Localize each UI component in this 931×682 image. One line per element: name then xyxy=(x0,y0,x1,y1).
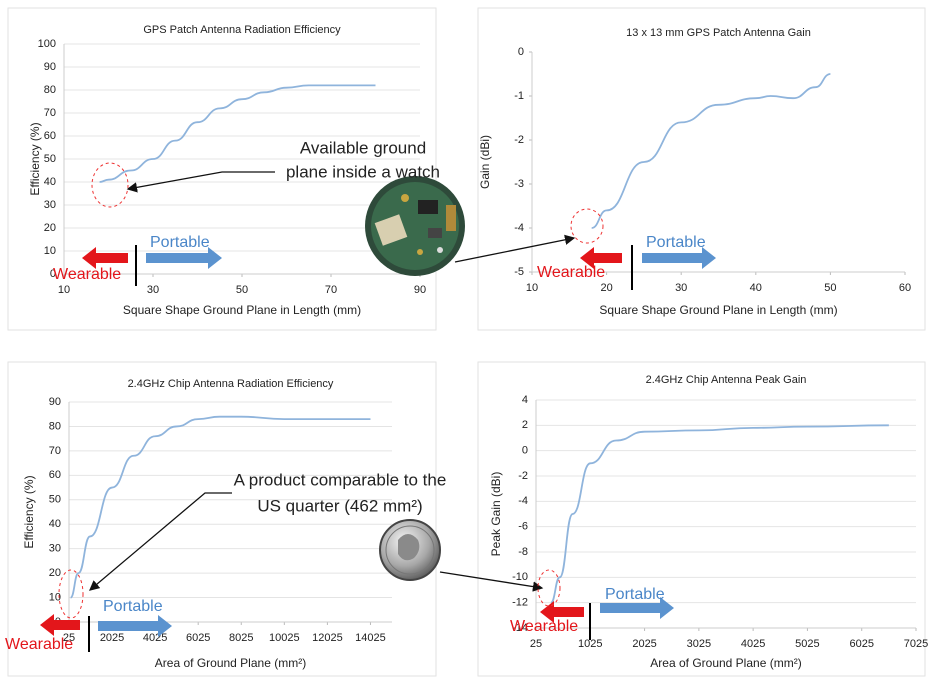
y-tick-label: 60 xyxy=(44,130,56,142)
y-tick-label: 30 xyxy=(49,543,61,555)
x-tick-label: 6025 xyxy=(186,632,210,644)
watch-board-image xyxy=(365,176,465,276)
x-tick-label: 10 xyxy=(58,284,70,296)
x-tick-label: 50 xyxy=(236,284,248,296)
y-tick-label: 70 xyxy=(44,107,56,119)
y-tick-label: -8 xyxy=(518,546,528,558)
x-axis-label: Area of Ground Plane (mm²) xyxy=(155,656,306,670)
portable-label: Portable xyxy=(103,598,163,615)
x-tick-label: 30 xyxy=(147,284,159,296)
x-tick-label: 50 xyxy=(824,282,836,294)
y-tick-label: -5 xyxy=(514,266,524,278)
y-axis-label: Efficiency (%) xyxy=(22,475,36,548)
chart-title: 2.4GHz Chip Antenna Radiation Efficiency xyxy=(128,378,334,390)
x-tick-label: 60 xyxy=(899,282,911,294)
x-tick-label: 4025 xyxy=(741,638,765,650)
y-tick-label: 4 xyxy=(522,394,528,406)
y-tick-label: 60 xyxy=(49,469,61,481)
y-tick-label: -10 xyxy=(512,571,528,583)
annotation-text: US quarter (462 mm²) xyxy=(257,496,422,515)
x-tick-label: 30 xyxy=(675,282,687,294)
y-axis-label: Efficiency (%) xyxy=(28,122,42,195)
y-tick-label: 80 xyxy=(49,420,61,432)
y-tick-label: 20 xyxy=(49,567,61,579)
x-tick-label: 25 xyxy=(530,638,542,650)
y-axis-label: Gain (dBi) xyxy=(478,135,492,189)
x-tick-label: 7025 xyxy=(904,638,928,650)
x-axis-label: Square Shape Ground Plane in Length (mm) xyxy=(599,303,837,317)
annotation-text: A product comparable to the xyxy=(234,470,447,489)
y-tick-label: 0 xyxy=(522,445,528,457)
quarter-coin-image xyxy=(380,520,440,580)
y-tick-label: 50 xyxy=(44,153,56,165)
x-tick-label: 10025 xyxy=(269,632,300,644)
y-tick-label: 50 xyxy=(49,494,61,506)
x-tick-label: 6025 xyxy=(849,638,873,650)
y-tick-label: -2 xyxy=(518,470,528,482)
y-tick-label: 100 xyxy=(38,38,56,50)
y-tick-label: 40 xyxy=(44,176,56,188)
portable-label: Portable xyxy=(646,234,706,251)
y-tick-label: 20 xyxy=(44,222,56,234)
y-tick-label: -6 xyxy=(518,521,528,533)
figure: GPS Patch Antenna Radiation Efficiency 0 1… xyxy=(0,0,931,682)
x-tick-label: 2025 xyxy=(100,632,124,644)
x-tick-label: 70 xyxy=(325,284,337,296)
y-tick-label: -12 xyxy=(512,597,528,609)
x-tick-label: 2025 xyxy=(632,638,656,650)
portable-label: Portable xyxy=(150,234,210,251)
chart-title: 2.4GHz Chip Antenna Peak Gain xyxy=(646,374,807,386)
x-axis-label: Area of Ground Plane (mm²) xyxy=(650,656,801,670)
y-tick-label: -2 xyxy=(514,134,524,146)
wearable-label: Wearable xyxy=(5,636,73,653)
y-tick-label: 10 xyxy=(44,245,56,257)
y-tick-label: 2 xyxy=(522,419,528,431)
y-tick-label: -1 xyxy=(514,90,524,102)
portable-label: Portable xyxy=(605,586,665,603)
x-tick-label: 40 xyxy=(750,282,762,294)
x-tick-label: 10 xyxy=(526,282,538,294)
y-tick-label: 90 xyxy=(44,61,56,73)
y-axis-label: Peak Gain (dBi) xyxy=(489,472,503,557)
x-tick-label: 3025 xyxy=(687,638,711,650)
y-tick-label: 0 xyxy=(518,46,524,58)
panel-frame xyxy=(478,8,925,330)
y-tick-label: -4 xyxy=(514,222,524,234)
x-tick-label: 12025 xyxy=(312,632,343,644)
y-tick-label: 40 xyxy=(49,518,61,530)
x-tick-label: 20 xyxy=(600,282,612,294)
x-axis-label: Square Shape Ground Plane in Length (mm) xyxy=(123,303,361,317)
y-tick-label: -3 xyxy=(514,178,524,190)
x-tick-label: 5025 xyxy=(795,638,819,650)
chart-title: 13 x 13 mm GPS Patch Antenna Gain xyxy=(626,27,811,39)
y-tick-label: 90 xyxy=(49,396,61,408)
x-tick-label: 8025 xyxy=(229,632,253,644)
annotation-text: Available ground xyxy=(300,138,426,157)
x-tick-label: 14025 xyxy=(355,632,386,644)
y-tick-label: 70 xyxy=(49,445,61,457)
chart-title: GPS Patch Antenna Radiation Efficiency xyxy=(143,24,341,36)
annotation-text: plane inside a watch xyxy=(286,162,440,181)
wearable-label: Wearable xyxy=(53,266,121,283)
x-tick-label: 90 xyxy=(414,284,426,296)
wearable-label: Wearable xyxy=(537,264,605,281)
y-tick-label: 80 xyxy=(44,84,56,96)
y-tick-label: 30 xyxy=(44,199,56,211)
y-tick-label: -4 xyxy=(518,495,528,507)
wearable-label: Wearable xyxy=(510,618,578,635)
x-tick-label: 4025 xyxy=(143,632,167,644)
